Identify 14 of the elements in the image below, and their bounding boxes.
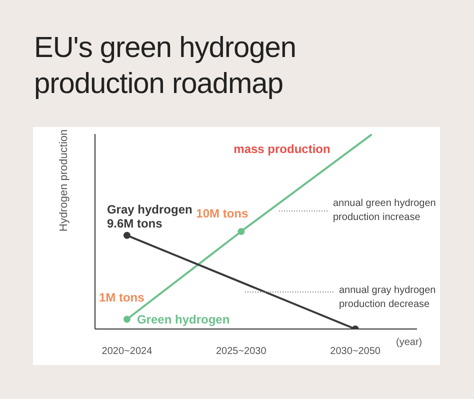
x-axis-title: (year) [396,337,422,348]
annotation: annual gray hydrogen production decrease [339,284,437,312]
data-label: 9.6M tons [106,216,163,230]
data-label: 10M tons [196,206,248,220]
x-tick-label: 2020~2024 [102,346,153,358]
y-axis-title: Hydrogen production [58,129,70,232]
data-label: 1M tons [98,290,145,304]
text: Gray hydrogen [106,202,192,216]
series-label: Green hydrogen [136,312,230,326]
chart-title: EU's green hydrogen production roadmap [34,31,298,102]
text: annual green hydrogen production increase [333,197,437,225]
x-tick-label: 2030~2050 [330,346,381,358]
text: mass production [234,142,330,156]
x-tick-label: 2025~2030 [216,346,267,358]
